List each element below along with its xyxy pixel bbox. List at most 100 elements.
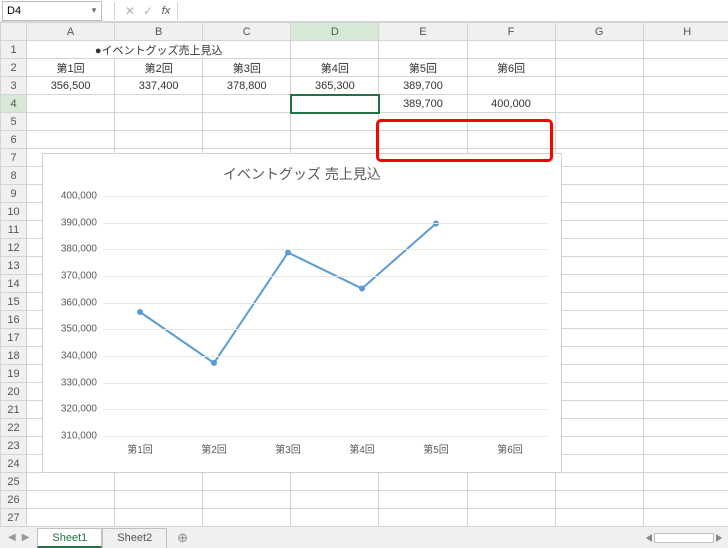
h-scroll[interactable]	[646, 527, 728, 548]
cell[interactable]	[643, 401, 728, 419]
scroll-right-icon[interactable]	[716, 534, 722, 542]
cell[interactable]	[291, 491, 379, 509]
table-data-cell[interactable]: 356,500	[27, 77, 115, 95]
row-header[interactable]: 6	[1, 131, 27, 149]
cell[interactable]	[643, 473, 728, 491]
row-header[interactable]: 9	[1, 185, 27, 203]
cell[interactable]	[467, 509, 555, 527]
cell[interactable]	[643, 419, 728, 437]
cell[interactable]	[203, 113, 291, 131]
cell[interactable]	[27, 131, 115, 149]
cell[interactable]	[643, 203, 728, 221]
cell[interactable]	[555, 275, 643, 293]
row-header[interactable]: 23	[1, 437, 27, 455]
row-header[interactable]: 11	[1, 221, 27, 239]
table-header-cell[interactable]: 第6回	[467, 59, 555, 77]
row-header[interactable]: 20	[1, 383, 27, 401]
tab-nav-prev-icon[interactable]: ◀	[8, 532, 16, 543]
table-data-cell[interactable]: 337,400	[115, 77, 203, 95]
scroll-left-icon[interactable]	[646, 534, 652, 542]
table-header-cell[interactable]: 第5回	[379, 59, 467, 77]
cell[interactable]	[555, 149, 643, 167]
col-header[interactable]: B	[115, 23, 203, 41]
cell[interactable]	[467, 491, 555, 509]
row-header[interactable]: 8	[1, 167, 27, 185]
cell[interactable]	[555, 419, 643, 437]
row-header[interactable]: 21	[1, 401, 27, 419]
table-data-cell[interactable]	[27, 95, 115, 113]
cell[interactable]	[643, 329, 728, 347]
cell[interactable]	[555, 185, 643, 203]
cell[interactable]	[555, 473, 643, 491]
cell[interactable]	[555, 113, 643, 131]
cell[interactable]	[555, 221, 643, 239]
cell[interactable]	[203, 509, 291, 527]
cell[interactable]	[643, 365, 728, 383]
cell[interactable]	[555, 95, 643, 113]
cell[interactable]	[467, 41, 555, 59]
col-header[interactable]: C	[203, 23, 291, 41]
cell[interactable]	[115, 473, 203, 491]
cell[interactable]	[643, 77, 728, 95]
cell[interactable]	[643, 221, 728, 239]
col-header[interactable]: G	[555, 23, 643, 41]
cell[interactable]	[27, 509, 115, 527]
row-header[interactable]: 1	[1, 41, 27, 59]
cell[interactable]	[27, 473, 115, 491]
cell[interactable]	[555, 455, 643, 473]
cell[interactable]	[555, 383, 643, 401]
row-header[interactable]: 14	[1, 275, 27, 293]
cell[interactable]	[27, 113, 115, 131]
col-header[interactable]: H	[643, 23, 728, 41]
col-header[interactable]: A	[27, 23, 115, 41]
table-data-cell[interactable]: 389,700	[379, 95, 467, 113]
cancel-icon[interactable]: ✕	[121, 4, 139, 18]
cell[interactable]	[467, 131, 555, 149]
fx-icon[interactable]: fx	[157, 5, 175, 17]
row-header[interactable]: 4	[1, 95, 27, 113]
cell[interactable]	[555, 203, 643, 221]
cell[interactable]	[643, 437, 728, 455]
row-header[interactable]: 24	[1, 455, 27, 473]
cell[interactable]	[643, 347, 728, 365]
cell[interactable]	[203, 131, 291, 149]
active-cell[interactable]	[291, 95, 379, 113]
cell[interactable]	[291, 473, 379, 491]
cell[interactable]	[555, 239, 643, 257]
cell[interactable]	[643, 275, 728, 293]
cell[interactable]	[291, 509, 379, 527]
cell[interactable]	[555, 311, 643, 329]
cell[interactable]	[467, 113, 555, 131]
row-header[interactable]: 26	[1, 491, 27, 509]
cell[interactable]	[291, 41, 379, 59]
row-header[interactable]: 13	[1, 257, 27, 275]
cell[interactable]	[379, 473, 467, 491]
table-data-cell[interactable]: 389,700	[379, 77, 467, 95]
row-header[interactable]: 3	[1, 77, 27, 95]
table-data-cell[interactable]	[115, 95, 203, 113]
cell[interactable]	[203, 473, 291, 491]
table-data-cell[interactable]	[467, 77, 555, 95]
table-header-cell[interactable]: 第2回	[115, 59, 203, 77]
scroll-track[interactable]	[654, 533, 714, 543]
cell[interactable]	[643, 131, 728, 149]
cell[interactable]	[643, 59, 728, 77]
cell[interactable]	[379, 491, 467, 509]
cell[interactable]	[115, 113, 203, 131]
row-header[interactable]: 27	[1, 509, 27, 527]
cell[interactable]	[643, 455, 728, 473]
cell[interactable]	[555, 437, 643, 455]
cell[interactable]	[555, 131, 643, 149]
cell[interactable]	[115, 491, 203, 509]
table-header-cell[interactable]: 第3回	[203, 59, 291, 77]
cell[interactable]	[291, 113, 379, 131]
cell[interactable]	[115, 509, 203, 527]
cell[interactable]	[555, 401, 643, 419]
cell[interactable]	[379, 131, 467, 149]
col-header[interactable]: E	[379, 23, 467, 41]
cell[interactable]	[643, 491, 728, 509]
cell[interactable]	[643, 113, 728, 131]
cell[interactable]	[643, 383, 728, 401]
cell[interactable]	[379, 41, 467, 59]
cell[interactable]	[555, 365, 643, 383]
